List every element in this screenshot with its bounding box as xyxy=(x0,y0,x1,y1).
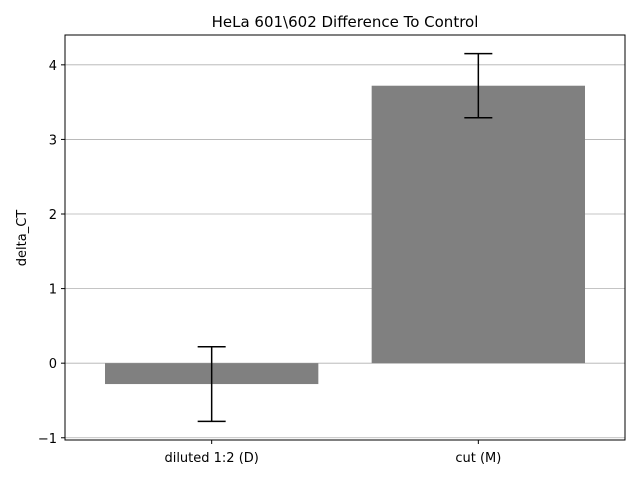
x-tick-label: cut (M) xyxy=(455,451,501,466)
y-tick-label: 0 xyxy=(49,357,57,372)
y-tick-label: 3 xyxy=(49,133,57,148)
bar xyxy=(371,85,585,364)
x-ticks: diluted 1:2 (D) cut (M) xyxy=(164,440,501,466)
chart-title: HeLa 601\602 Difference To Control xyxy=(212,13,479,31)
y-tick-label: 2 xyxy=(49,208,57,223)
y-axis-label: delta_CT xyxy=(15,210,30,267)
y-ticks: −1 0 1 2 3 4 xyxy=(38,59,65,447)
y-tick-label: 4 xyxy=(49,59,57,74)
y-tick-label: 1 xyxy=(49,283,57,298)
bars xyxy=(105,85,585,385)
plot-frame xyxy=(64,34,626,441)
y-tick-label: −1 xyxy=(38,432,57,447)
x-tick-label: diluted 1:2 (D) xyxy=(164,451,258,466)
error-bars xyxy=(197,52,493,423)
